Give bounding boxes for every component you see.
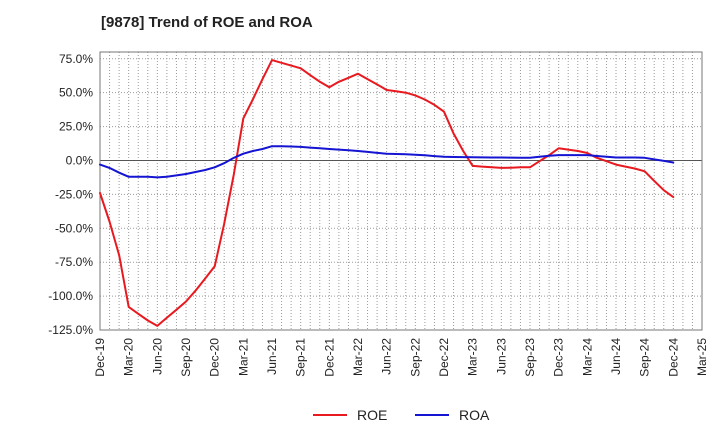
x-tick-label: Mar-22 [351, 338, 365, 376]
x-tick-label: Dec-21 [322, 338, 336, 377]
chart-title: [9878] Trend of ROE and ROA [101, 14, 313, 31]
series-line-roa [99, 145, 675, 179]
legend-label-roa: ROA [459, 407, 490, 423]
legend-item-roe: ROE [313, 404, 387, 426]
y-tick-label: -25.0% [55, 187, 93, 201]
legend-swatch-roa [415, 414, 449, 416]
x-tick-label: Sep-21 [294, 338, 308, 377]
legend-label-roe: ROE [357, 407, 388, 423]
x-tick-label: Mar-25 [695, 338, 709, 376]
x-tick-label: Dec-19 [93, 338, 107, 377]
series-line-roe [99, 59, 675, 327]
legend-item-roa: ROA [415, 404, 489, 426]
x-tick-label: Mar-21 [236, 338, 250, 376]
y-tick-label: -75.0% [55, 255, 93, 269]
y-tick-label: 25.0% [59, 120, 93, 134]
x-tick-label: Sep-20 [179, 338, 193, 377]
x-tick-label: Dec-23 [552, 338, 566, 377]
y-tick-label: 50.0% [59, 86, 93, 100]
x-tick-label: Dec-22 [437, 338, 451, 377]
y-tick-label: -50.0% [55, 221, 93, 235]
x-tick-label: Jun-21 [265, 338, 279, 375]
y-tick-label: 75.0% [59, 52, 93, 66]
chart-legend: ROE ROA [0, 404, 720, 426]
x-tick-label: Mar-20 [122, 338, 136, 376]
x-tick-label: Jun-23 [494, 338, 508, 375]
legend-swatch-roe [313, 414, 347, 416]
y-tick-label: -100.0% [48, 289, 93, 303]
x-tick-label: Sep-23 [523, 338, 537, 377]
x-tick-label: Dec-24 [666, 338, 680, 377]
y-tick-label: 0.0% [66, 153, 94, 167]
x-tick-label: Dec-20 [208, 338, 222, 377]
x-tick-label: Jun-22 [380, 338, 394, 375]
y-tick-label: -125.0% [48, 323, 93, 337]
x-tick-label: Sep-22 [408, 338, 422, 377]
x-tick-label: Mar-24 [580, 338, 594, 376]
x-tick-label: Sep-24 [638, 338, 652, 377]
plot-frame [99, 51, 703, 331]
x-tick-label: Jun-20 [150, 338, 164, 375]
x-tick-label: Mar-23 [466, 338, 480, 376]
x-tick-label: Jun-24 [609, 338, 623, 375]
